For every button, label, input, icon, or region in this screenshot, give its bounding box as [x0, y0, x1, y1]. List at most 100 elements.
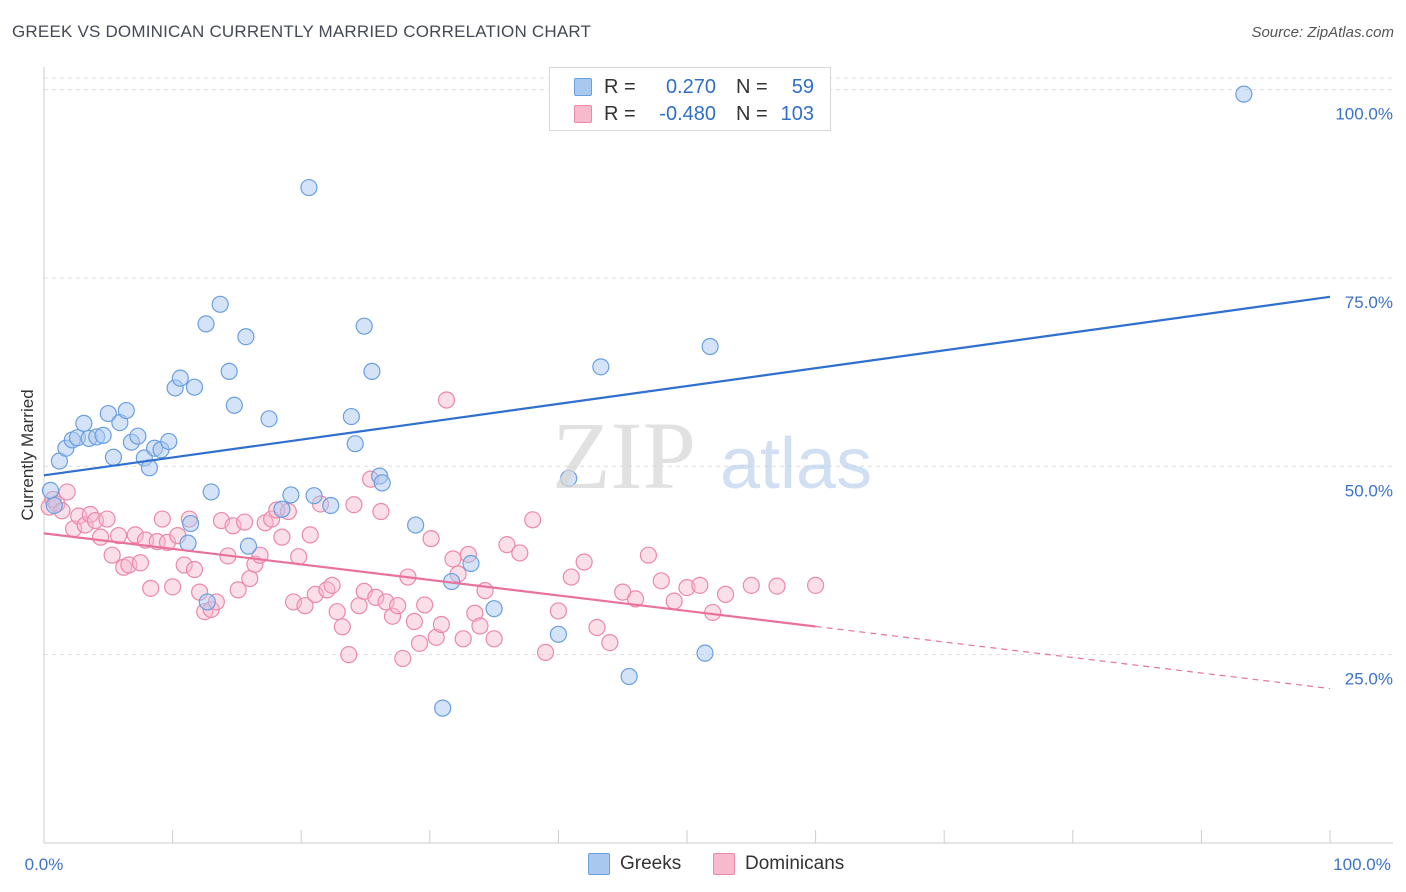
greek-point: [45, 496, 63, 515]
dominican-point: [345, 496, 363, 514]
r-label: R =: [604, 102, 636, 125]
greek-point: [260, 410, 278, 428]
dominicans-points: [40, 391, 825, 668]
y-axis-title: Currently Married: [18, 389, 37, 520]
dominican-point: [416, 596, 434, 614]
greek-point: [182, 514, 200, 533]
dominican-point: [562, 568, 580, 586]
dominican-point: [768, 577, 786, 595]
greek-point: [197, 315, 215, 333]
dominican-point: [158, 533, 177, 551]
grid-layer: [44, 77, 1393, 656]
greek-point: [1235, 85, 1253, 103]
bottom-legend-greeks[interactable]: Greeks: [588, 852, 681, 876]
dominican-point: [394, 649, 412, 668]
dominican-point: [549, 602, 568, 620]
greek-point: [592, 358, 610, 376]
greeks-swatch-icon: [574, 78, 592, 96]
greek-point: [202, 483, 220, 501]
dominican-point: [153, 510, 171, 528]
dominican-point: [575, 553, 593, 571]
dominican-point: [511, 544, 529, 562]
n-value-dominicans: 103: [780, 102, 814, 125]
greek-point: [211, 295, 229, 313]
greek-point: [171, 369, 189, 387]
greek-point: [434, 699, 452, 717]
dominican-point: [471, 617, 489, 635]
greeks-trend-line: [43, 295, 1331, 477]
dominican-point: [58, 483, 76, 501]
dominican-point: [427, 628, 445, 646]
dominican-point: [444, 550, 462, 568]
r-value-dominicans: -0.480: [659, 102, 716, 125]
bottom-legend-dominicans[interactable]: Dominicans: [713, 852, 844, 876]
source-label: Source: ZipAtlas.com: [1251, 24, 1394, 41]
dominican-point: [323, 576, 341, 594]
dominican-point: [367, 588, 385, 606]
dominican-point: [103, 546, 121, 564]
dominican-point: [485, 630, 503, 648]
dominicans-legend-label: Dominicans: [745, 853, 845, 874]
y-tick-label: 75.0%: [1345, 293, 1393, 312]
n-value-greeks: 59: [791, 75, 814, 98]
dominican-point: [405, 612, 423, 631]
dominican-point: [333, 618, 351, 636]
greek-point: [462, 554, 480, 573]
dominican-point: [126, 526, 144, 544]
dominican-point: [301, 526, 319, 544]
dominican-point: [422, 530, 440, 548]
greek-point: [305, 487, 323, 505]
dominican-point: [164, 578, 182, 596]
dominican-point: [296, 597, 314, 615]
dominican-point: [536, 643, 555, 661]
dominican-point: [454, 630, 472, 648]
n-label: N =: [736, 102, 768, 125]
dominican-point: [383, 607, 402, 625]
greek-point: [363, 362, 381, 380]
greek-point: [220, 362, 238, 380]
axes-layer: [43, 67, 1393, 844]
greek-point: [620, 667, 638, 686]
greek-point: [282, 486, 300, 504]
greeks-points: [41, 79, 1253, 717]
greek-point: [198, 593, 216, 611]
greek-point: [701, 337, 719, 356]
dominican-point: [588, 618, 606, 637]
dominican-point: [98, 510, 116, 528]
greek-point: [99, 404, 117, 423]
greek-point: [549, 625, 568, 643]
dominican-point: [691, 576, 709, 594]
dominican-point: [716, 585, 735, 603]
dominican-point: [273, 528, 291, 546]
dominicans-trend-line: [43, 532, 816, 628]
dominican-point: [498, 536, 516, 554]
dominican-point: [91, 528, 110, 546]
r-label: R =: [604, 75, 636, 98]
greek-point: [41, 481, 60, 500]
greek-point: [94, 426, 112, 445]
dominican-point: [410, 634, 429, 652]
greek-point: [117, 401, 135, 420]
dominican-point: [437, 391, 456, 409]
dominican-point: [109, 527, 128, 545]
greek-point: [239, 537, 258, 555]
dominican-point: [742, 576, 760, 594]
y-tick-labels: 25.0% 50.0% 75.0% 100.0%: [1335, 105, 1393, 689]
greek-point: [407, 516, 425, 534]
dominican-point: [524, 511, 542, 529]
dominican-point: [236, 513, 254, 531]
greek-point: [696, 644, 714, 662]
dominican-point: [466, 604, 484, 622]
y-tick-label: 100.0%: [1335, 105, 1393, 124]
greek-point: [104, 448, 123, 466]
greek-point: [300, 178, 318, 197]
y-tick-label: 50.0%: [1345, 481, 1393, 500]
greek-point: [129, 427, 147, 445]
dominican-point: [131, 554, 150, 572]
x-tick-label-min: 0.0%: [25, 855, 64, 874]
legend-row-greeks: R = 0.270 N = 59: [574, 74, 814, 100]
dominican-point: [601, 633, 619, 652]
correlation-legend: R = 0.270 N = 59 R = -0.480 N = 103: [549, 67, 831, 131]
greek-point: [373, 474, 391, 492]
